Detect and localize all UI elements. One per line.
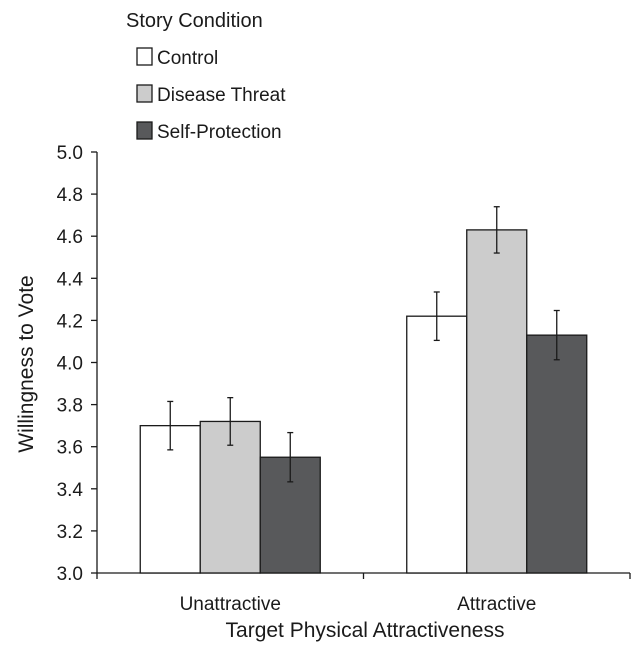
y-tick-label: 4.0: [57, 354, 83, 375]
y-tick-label: 4.2: [57, 311, 83, 332]
legend-label-1: Control: [157, 48, 218, 69]
bar-unattractive-control: [139, 424, 201, 574]
y-tick-label: 3.2: [57, 522, 83, 543]
x-axis-label: Target Physical Attractiveness: [226, 619, 505, 642]
bar-attractive-disease-threat: [466, 229, 528, 574]
y-tick-label: 5.0: [57, 143, 83, 164]
y-tick-label: 3.4: [57, 480, 84, 501]
x-tick-label: Attractive: [457, 594, 536, 615]
y-tick-label: 3.6: [57, 438, 83, 459]
y-tick-label: 4.6: [57, 227, 83, 248]
legend: Control Disease Threat Self-Protection: [136, 47, 286, 143]
bar-attractive-control: [406, 315, 468, 574]
bar-attractive-self-protection: [526, 334, 588, 574]
bar-unattractive-self-protection: [259, 456, 321, 574]
bar-unattractive-disease-threat: [199, 420, 261, 574]
error-bars: [167, 206, 560, 483]
y-axis: 3.0 3.2 3.4 3.6 3.8 4.0 4.2 4.4 4.6 4.8 5.0: [57, 143, 98, 585]
x-tick-label: Unattractive: [180, 594, 281, 615]
legend-swatch-3: [136, 121, 153, 140]
y-tick-label: 3.8: [57, 396, 83, 417]
legend-label-3: Self-Protection: [157, 122, 282, 143]
bars: [139, 229, 588, 574]
y-axis-label: Willingness to Vote: [15, 275, 38, 452]
x-axis: Unattractive Attractive: [96, 572, 631, 615]
legend-title: Story Condition: [126, 10, 263, 32]
y-tick-label: 4.4: [57, 269, 84, 290]
y-tick-label: 4.8: [57, 185, 83, 206]
legend-swatch-1: [136, 47, 153, 66]
legend-swatch-2: [136, 84, 153, 103]
y-tick-label: 3.0: [57, 564, 83, 585]
legend-label-2: Disease Threat: [157, 85, 286, 106]
